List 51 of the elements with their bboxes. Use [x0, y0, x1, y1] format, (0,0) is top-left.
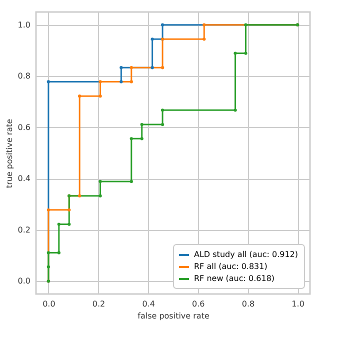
- point: [130, 137, 133, 140]
- point: [46, 265, 50, 268]
- point: [46, 208, 50, 212]
- point: [150, 66, 154, 70]
- point: [160, 108, 164, 112]
- point: [202, 23, 206, 26]
- point: [46, 251, 50, 254]
- y-tick-label: 0.2: [18, 225, 30, 234]
- point: [130, 80, 133, 84]
- x-tick-label: 1.0: [292, 300, 304, 308]
- point: [140, 122, 144, 126]
- legend-label: ALD study all (auc: 0.912): [194, 250, 298, 259]
- point: [57, 251, 60, 254]
- point: [202, 38, 206, 41]
- point: [234, 52, 237, 55]
- point: [68, 222, 71, 226]
- point: [160, 122, 164, 126]
- x-axis-title: false positive rate: [138, 312, 210, 320]
- x-tick-label: 0.6: [192, 300, 205, 308]
- point: [244, 23, 248, 26]
- point: [120, 66, 123, 70]
- point: [98, 194, 102, 198]
- point: [120, 80, 123, 84]
- point: [130, 180, 133, 184]
- point: [98, 80, 102, 84]
- point: [130, 66, 133, 70]
- legend-label: RF new (auc: 0.618): [194, 274, 275, 283]
- point: [160, 66, 164, 70]
- point: [244, 52, 248, 55]
- point: [78, 194, 82, 198]
- y-tick-label: 0.6: [18, 122, 30, 132]
- point: [160, 23, 164, 26]
- point: [78, 94, 82, 98]
- y-tick-label: 0.4: [18, 174, 30, 184]
- x-tick-label: 0.0: [42, 300, 56, 308]
- x-tick-label: 0.2: [92, 300, 106, 308]
- point: [150, 38, 154, 41]
- point: [98, 180, 102, 184]
- point: [46, 80, 50, 84]
- legend-label: RF all (auc: 0.831): [194, 262, 268, 271]
- x-tick-label: 0.4: [142, 300, 155, 308]
- point: [68, 208, 71, 212]
- y-tick-label: 0.0: [18, 276, 30, 286]
- point: [234, 108, 237, 112]
- point: [57, 222, 60, 226]
- x-tick-label: 0.8: [242, 300, 255, 308]
- y-tick-label: 0.8: [18, 72, 30, 81]
- y-tick-label: 1.0: [18, 20, 30, 30]
- y-axis-title: true positive rate: [4, 118, 14, 188]
- point: [98, 94, 102, 98]
- point: [140, 137, 144, 140]
